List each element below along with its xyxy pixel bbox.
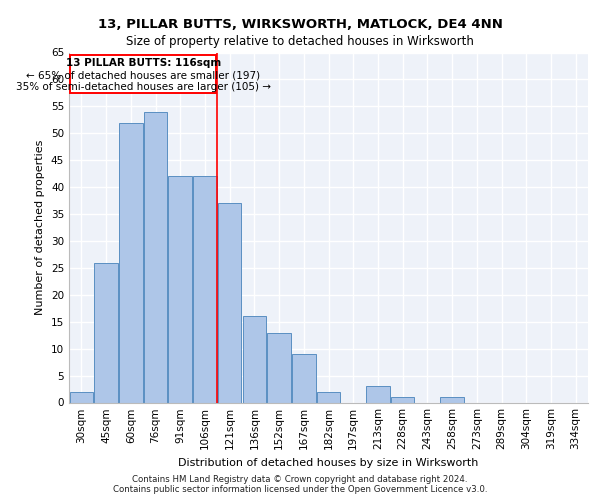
Bar: [242, 316, 266, 402]
Text: 13, PILLAR BUTTS, WIRKSWORTH, MATLOCK, DE4 4NN: 13, PILLAR BUTTS, WIRKSWORTH, MATLOCK, D…: [98, 18, 502, 30]
Bar: [94, 262, 118, 402]
Bar: [440, 397, 464, 402]
Bar: [119, 122, 143, 402]
Bar: [366, 386, 389, 402]
Bar: [193, 176, 217, 402]
Bar: [218, 204, 241, 402]
X-axis label: Distribution of detached houses by size in Wirksworth: Distribution of detached houses by size …: [178, 458, 479, 468]
Bar: [391, 397, 415, 402]
Y-axis label: Number of detached properties: Number of detached properties: [35, 140, 46, 315]
Text: 35% of semi-detached houses are larger (105) →: 35% of semi-detached houses are larger (…: [16, 82, 271, 92]
Text: Size of property relative to detached houses in Wirksworth: Size of property relative to detached ho…: [126, 35, 474, 48]
Text: 13 PILLAR BUTTS: 116sqm: 13 PILLAR BUTTS: 116sqm: [65, 58, 221, 68]
Text: ← 65% of detached houses are smaller (197): ← 65% of detached houses are smaller (19…: [26, 70, 260, 81]
Bar: [292, 354, 316, 403]
Bar: [317, 392, 340, 402]
Text: Contains HM Land Registry data © Crown copyright and database right 2024.
Contai: Contains HM Land Registry data © Crown c…: [113, 474, 487, 494]
FancyBboxPatch shape: [70, 55, 216, 93]
Bar: [144, 112, 167, 403]
Bar: [268, 332, 291, 402]
Bar: [169, 176, 192, 402]
Bar: [70, 392, 93, 402]
